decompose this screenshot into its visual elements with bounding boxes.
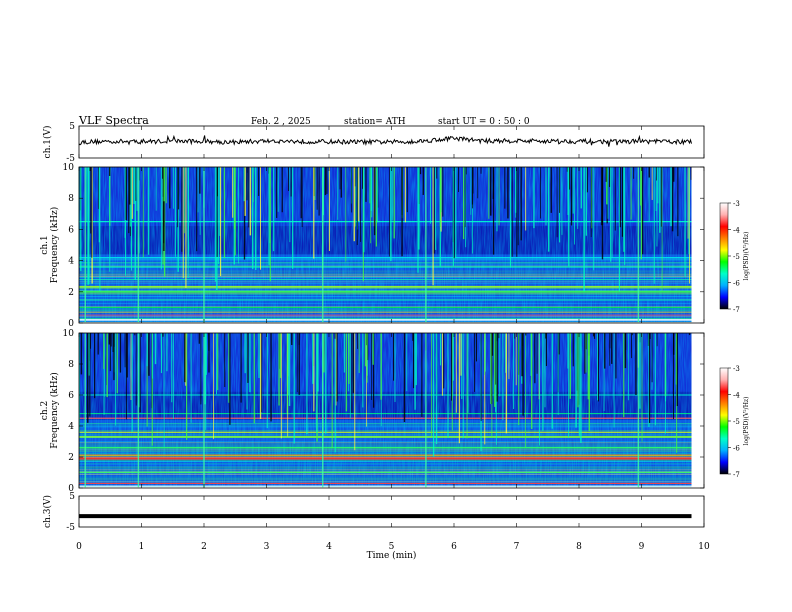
ch2-spectrogram-ytick-label: 0 xyxy=(68,484,74,494)
ch2-colorbar: -3 -4 -5 -6 -7 log(PSD)(V²/Hz) xyxy=(719,365,750,479)
ch2-spectrogram-panel: 10 8 6 4 2 0 ch.2Frequency (kHz) xyxy=(40,329,705,494)
time-axis-label: Time (min) xyxy=(367,550,417,561)
time-tick-label: 1 xyxy=(139,542,145,552)
time-tick-label: 6 xyxy=(451,542,457,552)
ch1-spectrogram-colorbar-strip xyxy=(719,202,729,310)
ch1-spectrogram-colorbar-tick-label: -5 xyxy=(733,253,740,261)
ch3-waveform-panel: 5 -5 ch.3(V) xyxy=(42,492,705,533)
ch1-waveform-panel: 5 -5 ch.1(V) xyxy=(42,122,705,164)
ch1-waveform-ytick-label: 5 xyxy=(69,122,75,132)
ch2-spectrogram-colorbar-tick-label: -3 xyxy=(733,365,740,373)
ch2-spectrogram-colorbar-tick-label: -4 xyxy=(733,392,740,400)
ch2-spectrogram-ytick-label: 8 xyxy=(68,360,74,370)
ch2-spectrogram-noise xyxy=(79,333,692,488)
ch1-spectrogram-ytick-label: 4 xyxy=(68,257,74,267)
ch2-spectrogram-ytick-label: 2 xyxy=(68,453,74,463)
time-axis: 0 1 2 3 4 5 6 7 8 9 10 Time (min) xyxy=(76,542,710,561)
ch2-spectrogram-ytick-label: 10 xyxy=(63,329,75,339)
ch2-spectrogram-colorbar-tick-label: -7 xyxy=(733,471,740,479)
time-tick-label: 9 xyxy=(639,542,645,552)
ch2-spectrogram-colorbar-tick-label: -6 xyxy=(733,445,740,453)
time-tick-label: 7 xyxy=(514,542,520,552)
ch1-spectrogram-colorbar-label: log(PSD)(V²/Hz) xyxy=(743,232,750,281)
ch1-spectrogram-panel: 10 8 6 4 2 0 ch.1Frequency (kHz) xyxy=(40,163,705,329)
ch1-spectrogram-colorbar-tick-label: -7 xyxy=(733,306,740,314)
ch3-waveform-ylabel: ch.3(V) xyxy=(42,495,53,528)
ch3-waveform-ytick-label: -5 xyxy=(66,523,75,533)
ch2-spectrogram-colorbar-label: log(PSD)(V²/Hz) xyxy=(743,397,750,446)
time-tick-label: 8 xyxy=(576,542,582,552)
ch2-spectrogram-ylabel: ch.2Frequency (kHz) xyxy=(40,372,60,449)
ch1-colorbar: -3 -4 -5 -6 -7 log(PSD)(V²/Hz) xyxy=(719,200,750,314)
time-tick-label: 2 xyxy=(201,542,207,552)
ch3-waveform-frame xyxy=(78,495,705,528)
time-tick-label: 0 xyxy=(76,542,82,552)
ch1-spectrogram-colorbar-tick-label: -6 xyxy=(733,280,740,288)
ch1-spectrogram-colorbar-tick-label: -4 xyxy=(733,227,740,235)
time-tick-label: 5 xyxy=(389,542,395,552)
ch1-spectrogram-ytick-label: 10 xyxy=(63,163,75,173)
ch1-spectrogram-ytick-label: 6 xyxy=(68,225,74,235)
time-tick-label: 10 xyxy=(698,542,710,552)
ch1-spectrogram-colorbar-tick-label: -3 xyxy=(733,200,740,208)
date-label: Feb. 2 , 2025 xyxy=(251,117,311,127)
figure-title: VLF Spectra xyxy=(78,114,149,127)
ch1-spectrogram-ylabel: ch.1Frequency (kHz) xyxy=(40,207,60,284)
ch1-spectrogram-ytick-label: 0 xyxy=(68,319,74,329)
time-tick-label: 4 xyxy=(326,542,332,552)
start-time-label: start UT = 0 : 50 : 0 xyxy=(438,117,530,127)
ch3-waveform-ytick-label: 5 xyxy=(69,492,75,502)
ch2-spectrogram-ytick-label: 6 xyxy=(68,391,74,401)
time-tick-label: 3 xyxy=(264,542,270,552)
station-label: station= ATH xyxy=(344,117,406,127)
ch2-spectrogram-colorbar-tick-label: -5 xyxy=(733,418,740,426)
ch1-spectrogram-ytick-label: 8 xyxy=(68,194,74,204)
ch2-spectrogram-colorbar-strip xyxy=(719,367,729,475)
ch1-waveform-ytick-label: -5 xyxy=(66,154,75,164)
ch1-waveform-trace xyxy=(78,134,692,147)
ch2-spectrogram-ytick-label: 4 xyxy=(68,422,74,432)
ch1-spectrogram-ytick-label: 2 xyxy=(68,288,74,298)
ch1-waveform-ylabel: ch.1(V) xyxy=(42,126,53,159)
